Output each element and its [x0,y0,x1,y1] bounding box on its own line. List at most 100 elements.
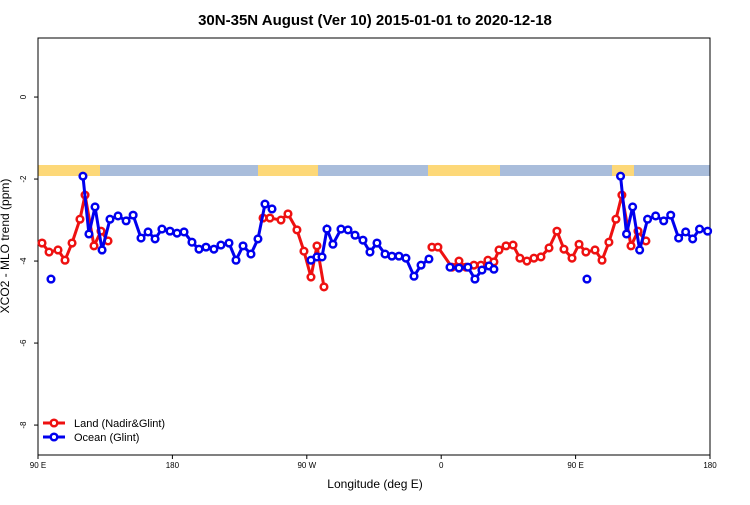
y-tick-label: -2 [19,175,28,183]
data-point [216,240,226,250]
land-band [38,165,100,176]
legend-marker [49,432,59,442]
data-point [424,254,434,264]
data-point [143,227,153,237]
data-point [463,262,473,272]
data-point [238,241,248,251]
data-point [604,237,614,247]
x-tick-label: 90 E [30,461,46,470]
x-axis-label: Longitude (deg E) [327,477,422,491]
data-point [409,271,419,281]
data-point [283,209,293,219]
data-point [121,216,131,226]
series-line [40,194,110,264]
y-tick-label: -4 [19,257,28,265]
data-point [536,252,546,262]
data-point [224,238,234,248]
data-point [643,214,653,224]
data-point [84,229,94,239]
x-tick-label: 180 [166,461,180,470]
data-point [306,272,316,282]
data-point [515,253,525,263]
data-point [666,210,676,220]
y-axis-label: XCO2 - MLO trend (ppm) [0,179,12,314]
data-point [659,216,669,226]
data-point [416,260,426,270]
data-point [322,224,332,234]
data-point [501,241,511,251]
data-point [626,241,636,251]
data-point [401,253,411,263]
data-point [544,243,554,253]
data-point [688,234,698,244]
data-point [136,233,146,243]
data-point [150,234,160,244]
data-point [53,245,63,255]
data-point [394,251,404,261]
data-point [128,210,138,220]
y-tick-label: -6 [19,339,28,347]
data-point [590,245,600,255]
data-point [299,246,309,256]
data-point [454,256,464,266]
data-point [343,225,353,235]
chart-title: 30N-35N August (Ver 10) 2015-01-01 to 20… [198,12,552,29]
data-point [328,239,338,249]
data-point [681,227,691,237]
data-point [358,235,368,245]
land-band [258,165,318,176]
x-tick-label: 90 W [297,461,316,470]
land-band [428,165,500,176]
data-point [489,264,499,274]
data-point [179,227,189,237]
data-point [78,171,88,181]
y-tick-label: 0 [19,94,28,99]
data-point [621,229,632,239]
data-point [651,211,661,221]
data-point [37,238,47,248]
surface-band [38,165,710,176]
data-point [231,255,241,265]
data-point [380,249,390,259]
data-point [477,265,487,275]
data-point [365,247,375,257]
ocean-band [38,165,710,176]
data-point [246,249,256,259]
data-point [44,247,54,257]
data-point [165,226,175,236]
data-point [582,274,592,284]
data-point [581,247,591,257]
data-point [522,256,532,266]
data-point [433,242,443,252]
data-point [90,202,100,212]
data-point [89,241,99,251]
data-point [350,230,360,240]
data-point [494,245,504,255]
data-point [75,214,85,224]
data-point [157,224,167,234]
data-point [454,263,464,273]
data-point [172,228,182,238]
data-point [46,274,56,284]
data-point [628,202,638,212]
data-point [312,241,322,251]
data-point [574,239,584,249]
data-point [267,204,277,214]
x-tick-label: 0 [439,461,444,470]
data-point [529,253,539,263]
data-point [703,226,713,236]
data-point [187,237,197,247]
data-point [105,214,115,224]
data-point [60,255,70,265]
land-band [612,165,634,176]
data-point [336,224,346,234]
data-point [567,253,577,263]
data-point [559,244,569,254]
data-point [67,238,77,248]
data-point [319,282,329,292]
data-point [253,234,263,244]
data-point [317,252,327,262]
data-point [265,213,275,223]
data-point [597,255,607,265]
